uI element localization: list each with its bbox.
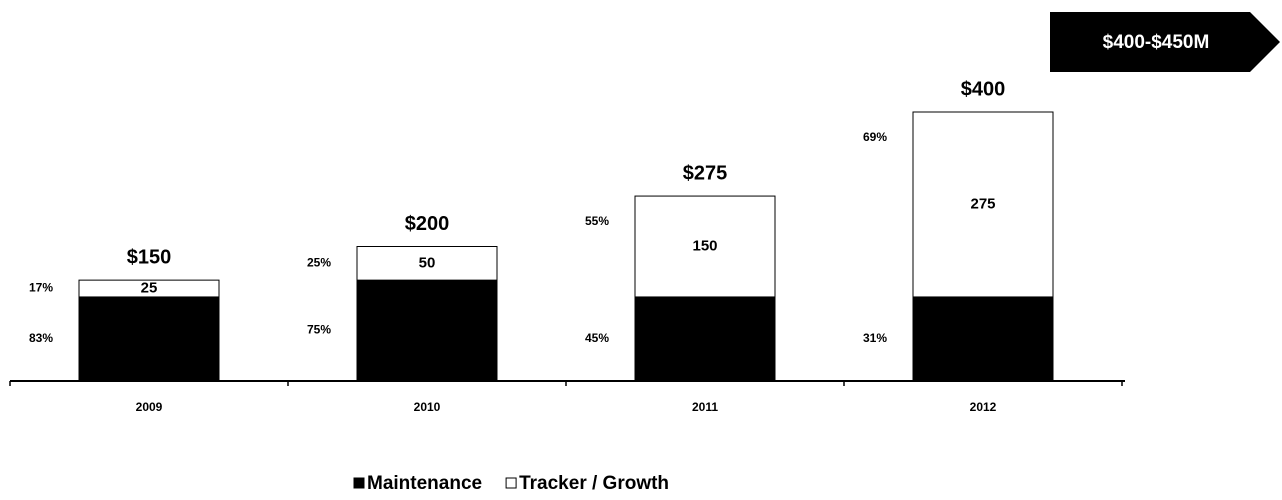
total-label: $400 [961,78,1006,100]
bar-segment [912,296,1054,382]
total-label: $150 [127,246,172,268]
total-label: $275 [683,162,728,184]
share-label: 69% [863,130,887,144]
bar-segment [78,279,220,298]
value-label: 275 [970,195,995,212]
share-label: 55% [585,214,609,228]
legend-swatch [505,477,517,489]
bar-segment [356,246,498,281]
total-label: $200 [405,213,450,235]
share-label: 83% [29,331,53,345]
share-label: 31% [863,331,887,345]
bar-segment [356,279,498,382]
bar-segment [912,111,1054,298]
value-label: 50 [419,254,436,271]
legend-label: Tracker / Growth [519,473,669,494]
x-tick-label: 2011 [692,400,718,414]
legend-label: Maintenance [367,473,482,494]
x-tick-label: 2009 [136,400,163,414]
share-label: 75% [307,323,331,337]
value-label: 150 [692,237,717,254]
x-tick-label: 2010 [414,400,441,414]
bar-segment [634,195,776,298]
bar-segment [78,296,220,382]
share-label: 25% [307,255,331,269]
bar-segment [634,296,776,382]
share-label: 45% [585,331,609,345]
value-label: 25 [141,280,158,297]
legend-swatch [353,477,365,489]
annotation: $400-$450M [1103,32,1210,53]
share-label: 17% [29,281,53,295]
annotation-banner [1050,12,1280,72]
x-tick-label: 2012 [970,400,997,414]
